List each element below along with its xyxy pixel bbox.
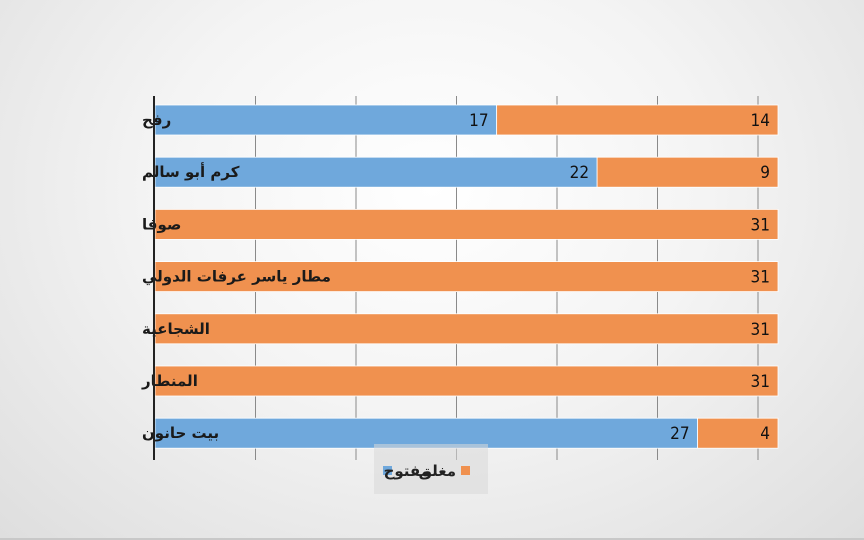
category-label: كرم أبو سالم — [142, 162, 240, 181]
data-labels: 17 14 22 9 31 31 31 31 27 4 — [469, 111, 770, 444]
legend: مغلق مفتوح — [374, 444, 488, 494]
bar-closed — [154, 208, 779, 240]
category-label: صوفا — [142, 215, 181, 233]
bars — [154, 104, 779, 449]
category-label: رفح — [142, 111, 171, 129]
bar-closed — [496, 104, 779, 136]
category-label: الشجاعية — [142, 320, 210, 338]
data-label: 9 — [760, 163, 770, 183]
data-label: 14 — [751, 111, 770, 131]
legend-label-closed: مغلق — [419, 462, 456, 480]
legend-swatch-open — [383, 466, 392, 475]
data-label: 31 — [751, 372, 770, 392]
data-label: 27 — [670, 424, 689, 444]
category-label: مطار ياسر عرفات الدولي — [142, 268, 331, 286]
bar-closed — [596, 156, 779, 188]
legend-swatch-closed — [461, 466, 470, 475]
bar-open — [154, 417, 699, 449]
category-label: المنطار — [141, 372, 198, 390]
data-label: 4 — [760, 424, 770, 444]
bar-closed — [697, 417, 779, 449]
category-labels: رفح كرم أبو سالم صوفا مطار ياسر عرفات الدول… — [141, 111, 331, 442]
bar-closed — [154, 313, 779, 345]
data-label: 22 — [570, 163, 589, 183]
bar-closed — [154, 365, 779, 397]
category-label: بيت حانون — [142, 424, 219, 442]
data-label: 31 — [751, 268, 770, 288]
bar-closed — [154, 261, 779, 293]
data-label: 31 — [751, 320, 770, 340]
data-label: 17 — [469, 111, 488, 131]
legend-label-open: مفتوح — [384, 462, 430, 480]
bar-open — [154, 104, 498, 136]
data-label: 31 — [751, 215, 770, 235]
